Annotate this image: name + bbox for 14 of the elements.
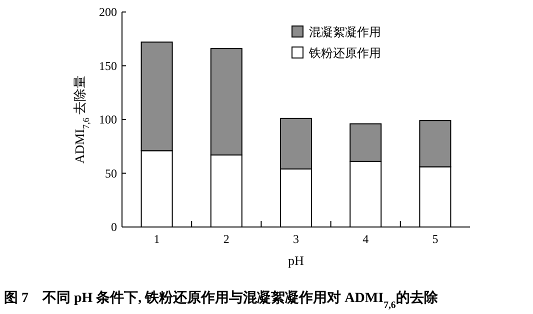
legend-label: 混凝絮凝作用 <box>309 25 381 39</box>
x-tick-label: 2 <box>223 232 230 246</box>
x-axis-title: pH <box>288 253 304 268</box>
y-tick-label: 0 <box>111 220 117 234</box>
x-tick-label: 1 <box>154 232 160 246</box>
y-tick-label: 100 <box>99 112 117 126</box>
x-tick-label: 5 <box>432 232 438 246</box>
y-tick-label: 150 <box>99 58 117 73</box>
text: 图 7 不同 pH 条件下, 铁粉还原作用与混凝絮凝作用对 ADMI$_{7,6}$的去除 <box>4 290 439 310</box>
y-tick-label: 200 <box>99 5 117 19</box>
x-tick-label: 3 <box>293 232 299 246</box>
x-tick-label: 4 <box>362 232 369 246</box>
legend-label: 铁粉还原作用 <box>308 46 381 60</box>
y-tick-label: 50 <box>105 166 117 180</box>
